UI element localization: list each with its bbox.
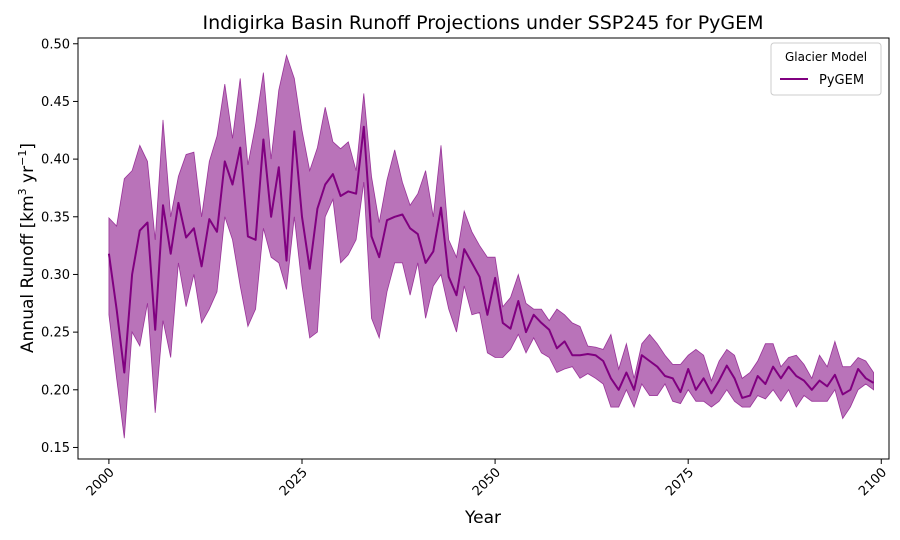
x-tick-label: 2025	[277, 465, 311, 499]
x-axis-ticks: 2000 2025 2050 2075 2100	[84, 459, 890, 499]
y-tick-label: 0.45	[41, 95, 70, 110]
plot-area	[77, 37, 890, 460]
uncertainty-band	[108, 53, 874, 439]
y-tick-label: 0.30	[41, 268, 70, 283]
y-axis-ticks: 0.15 0.20 0.25 0.30 0.35 0.40 0.45 0.50	[41, 37, 78, 456]
legend-box	[770, 42, 882, 96]
y-axis-label-sup1: 3	[16, 188, 29, 195]
legend: Glacier Model PyGEM	[770, 42, 882, 96]
y-axis-label-sup2: −1	[16, 150, 29, 166]
y-tick-label: 0.15	[41, 441, 70, 456]
y-tick-label: 0.40	[41, 153, 70, 168]
y-axis-label-main: Annual Runoff [km	[18, 195, 38, 353]
y-tick-label: 0.35	[41, 210, 70, 225]
y-axis-label: Annual Runoff [km3 yr−1]	[16, 143, 38, 353]
series-line-pygem	[107, 125, 875, 399]
y-axis-label-end: ]	[18, 143, 38, 150]
x-tick-label: 2100	[856, 465, 890, 499]
y-tick-label: 0.20	[41, 383, 70, 398]
y-tick-label: 0.50	[41, 37, 70, 52]
legend-title: Glacier Model	[785, 50, 867, 64]
x-tick-label: 2050	[470, 465, 504, 499]
legend-label-pygem: PyGEM	[819, 73, 864, 88]
x-axis-label: Year	[464, 508, 501, 528]
y-tick-label: 0.25	[41, 326, 70, 341]
chart-title: Indigirka Basin Runoff Projections under…	[202, 12, 763, 34]
y-axis-label-mid: yr	[18, 166, 38, 188]
x-tick-label: 2000	[84, 465, 118, 499]
x-tick-label: 2075	[663, 465, 697, 499]
axes-frame	[77, 37, 890, 460]
